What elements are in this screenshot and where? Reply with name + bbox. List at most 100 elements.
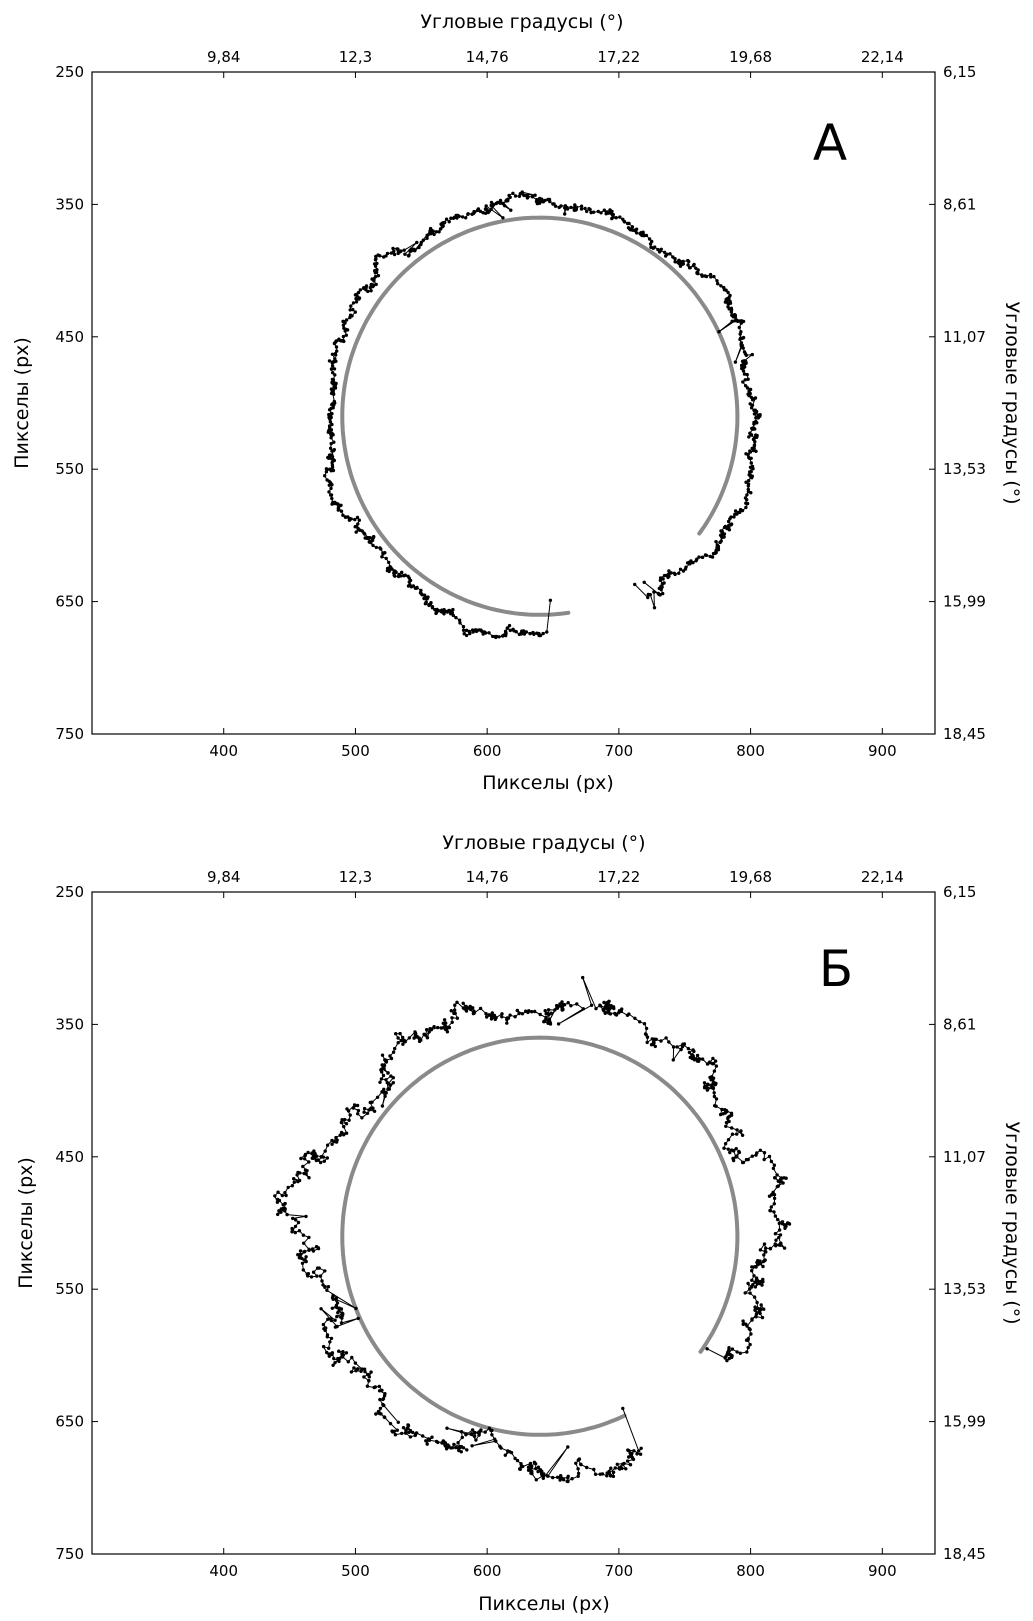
gaze-point — [334, 1296, 339, 1300]
gaze-point — [556, 1022, 561, 1026]
gaze-point — [444, 217, 449, 221]
gaze-point — [646, 595, 650, 600]
gaze-point — [373, 274, 378, 279]
gaze-point — [577, 1457, 582, 1461]
gaze-point — [753, 1308, 757, 1312]
gaze-point — [627, 1455, 631, 1459]
gaze-point — [459, 1430, 464, 1434]
gaze-point — [625, 1459, 630, 1463]
gaze-point — [751, 467, 755, 471]
gaze-point — [598, 1472, 602, 1476]
y2-tick-label: 6,15 — [943, 63, 976, 81]
gaze-point — [282, 1206, 287, 1211]
gaze-point — [687, 266, 692, 270]
gaze-point — [726, 1138, 731, 1142]
gaze-point — [777, 1235, 781, 1240]
gaze-point — [357, 518, 361, 522]
gaze-point — [560, 1004, 565, 1009]
gaze-point — [752, 422, 756, 426]
gaze-point — [406, 584, 411, 588]
gaze-point — [452, 1442, 456, 1447]
y-tick-label: 250 — [55, 883, 84, 901]
gaze-point — [307, 1247, 311, 1252]
gaze-point — [402, 1039, 406, 1043]
gaze-point — [732, 515, 736, 519]
gaze-point — [763, 1249, 767, 1253]
gaze-point — [723, 1142, 728, 1146]
gaze-point — [449, 1009, 453, 1013]
gaze-point — [298, 1171, 302, 1175]
gaze-point — [336, 1311, 340, 1315]
gaze-point — [681, 569, 686, 573]
gaze-point — [276, 1212, 280, 1217]
gaze-point — [542, 1020, 546, 1024]
gaze-point — [713, 1059, 718, 1063]
gaze-point — [749, 474, 753, 478]
gaze-point — [745, 498, 749, 502]
gaze-point — [509, 208, 513, 212]
gaze-point — [664, 1036, 668, 1040]
gaze-track-line — [274, 977, 790, 1482]
gaze-point — [333, 1361, 337, 1365]
gaze-point — [394, 1032, 398, 1036]
gaze-point — [490, 1011, 494, 1015]
gaze-point — [513, 194, 518, 198]
gaze-point — [732, 1149, 736, 1153]
gaze-point — [309, 1275, 314, 1279]
gaze-point — [342, 326, 346, 330]
x2-tick-label: 12,3 — [339, 48, 372, 66]
gaze-point — [354, 297, 358, 301]
gaze-point — [753, 440, 757, 444]
gaze-point — [325, 1350, 329, 1355]
gaze-point — [709, 275, 713, 279]
gaze-point — [330, 364, 335, 368]
gaze-point — [426, 1437, 431, 1441]
gaze-point — [555, 1006, 560, 1010]
y2-tick-label: 11,07 — [943, 328, 986, 346]
gaze-point — [533, 1462, 538, 1466]
gaze-point — [548, 598, 553, 602]
gaze-point — [501, 216, 505, 220]
x-tick-label: 800 — [736, 1562, 765, 1580]
gaze-point — [613, 1012, 618, 1016]
gaze-point — [772, 1196, 777, 1201]
gaze-point — [454, 1445, 458, 1450]
gaze-point — [570, 1477, 574, 1481]
gaze-point — [442, 1018, 447, 1022]
gaze-point — [310, 1156, 314, 1160]
gaze-point — [545, 1474, 550, 1478]
gaze-point — [771, 1166, 776, 1171]
gaze-point — [520, 1012, 525, 1016]
gaze-point — [468, 631, 472, 636]
gaze-point — [759, 1303, 763, 1307]
gaze-point — [328, 1340, 332, 1344]
gaze-point — [538, 1468, 543, 1472]
x-tick-label: 600 — [473, 742, 502, 760]
gaze-point — [372, 1385, 376, 1390]
gaze-point — [356, 1112, 360, 1116]
gaze-point — [715, 546, 719, 550]
gaze-point — [319, 1155, 323, 1159]
gaze-point — [702, 1081, 707, 1085]
gaze-point — [565, 207, 570, 211]
gaze-point — [331, 371, 335, 375]
gaze-point — [518, 1467, 522, 1471]
gaze-point — [724, 288, 728, 292]
gaze-point — [705, 1347, 709, 1351]
gaze-point — [772, 1163, 777, 1167]
gaze-point — [668, 252, 672, 256]
gaze-point — [415, 1034, 419, 1039]
gaze-point — [484, 1012, 488, 1016]
gaze-point — [748, 456, 752, 461]
gaze-point — [360, 1367, 364, 1371]
x2-tick-label: 19,68 — [729, 868, 772, 886]
gaze-point — [681, 259, 685, 264]
gaze-point — [526, 195, 530, 199]
gaze-point — [711, 1076, 716, 1080]
gaze-point — [696, 271, 700, 276]
gaze-point — [566, 1445, 570, 1449]
gaze-point — [720, 529, 724, 533]
gaze-point — [322, 1159, 326, 1163]
gaze-point — [330, 422, 334, 427]
gaze-point — [634, 231, 639, 235]
